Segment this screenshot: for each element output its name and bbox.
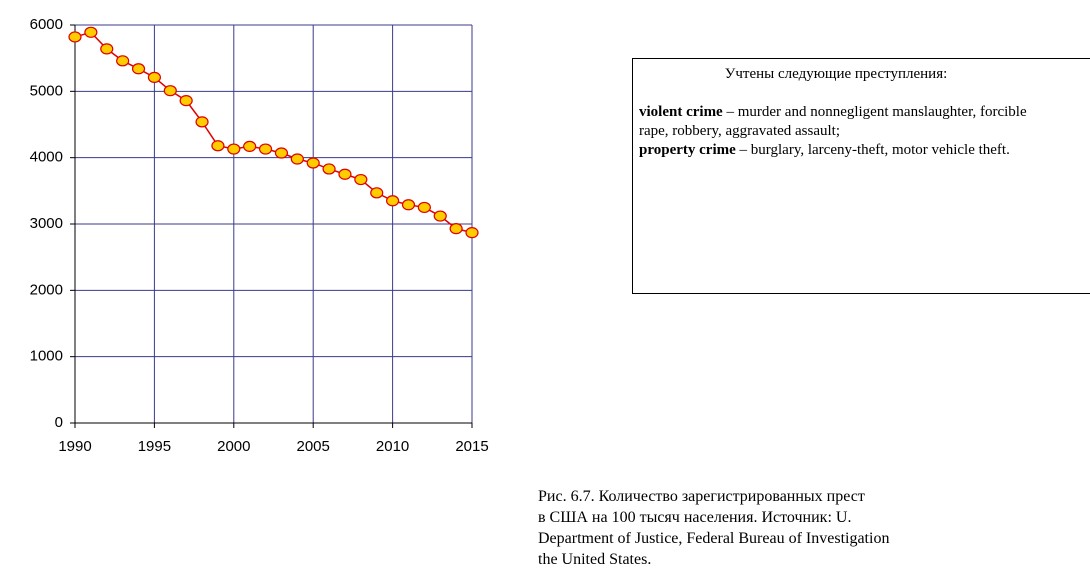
marker <box>227 143 241 155</box>
term: property crime <box>639 142 736 158</box>
marker <box>179 95 193 107</box>
y-tick-label: 1000 <box>30 348 63 365</box>
box-item: property crime – burglary, larceny-theft… <box>639 141 1049 160</box>
text-box: Учтены следующие преступления: violent c… <box>632 58 1090 294</box>
x-tick-label: 2005 <box>297 438 330 455</box>
marker <box>258 143 273 155</box>
marker <box>306 157 320 169</box>
marker <box>163 85 177 97</box>
marker <box>147 71 161 84</box>
marker <box>465 227 479 239</box>
marker <box>354 173 368 186</box>
marker <box>370 187 384 199</box>
marker <box>131 63 146 75</box>
definition: – burglary, larceny-theft, motor vehicle… <box>735 142 1010 158</box>
term: violent crime <box>639 104 723 120</box>
chart: 0 1000 2000 3000 4000 5000 6000 1990 1995 2000 200… <box>30 16 489 455</box>
marker <box>100 43 114 55</box>
marker <box>84 26 98 38</box>
definition: – murder and nonnegligent manslaughter, … <box>639 104 1027 139</box>
box-item: violent crime – murder and nonnegligent … <box>639 103 1049 141</box>
y-tick-label: 0 <box>55 414 63 431</box>
marker <box>338 168 352 180</box>
marker <box>195 116 209 128</box>
marker <box>274 147 289 159</box>
x-tick-label: 1995 <box>138 438 171 455</box>
marker <box>433 210 447 222</box>
y-tick-label: 4000 <box>30 149 63 166</box>
box-heading: Учтены следующие преступления: <box>724 66 948 82</box>
x-tick-label: 1990 <box>58 438 91 455</box>
marker <box>116 55 130 67</box>
x-tick-label: 2015 <box>455 438 488 455</box>
caption-line: в США на 100 тысяч населения. Источник: … <box>538 509 852 526</box>
y-tick-label: 5000 <box>30 82 63 99</box>
marker <box>322 163 336 175</box>
y-tick-label: 6000 <box>30 16 63 33</box>
page: {"chart_data": {"type": "line", "x": [19… <box>29 15 1090 568</box>
marker <box>68 31 82 43</box>
marker <box>211 140 225 152</box>
y-tick-label: 3000 <box>30 215 63 232</box>
caption-line: the United States. <box>538 551 652 568</box>
marker <box>290 153 304 165</box>
caption-line: Рис. 6.7. Количество зарегистрированных … <box>538 488 865 505</box>
y-tick-label: 2000 <box>30 281 63 298</box>
x-tick-label: 2010 <box>376 438 409 455</box>
caption: Рис. 6.7. Количество зарегистрированных … <box>538 486 889 570</box>
marker <box>243 140 257 152</box>
marker <box>386 195 400 207</box>
marker <box>401 199 416 211</box>
marker <box>449 223 463 235</box>
x-tick-label: 2000 <box>217 438 250 455</box>
marker <box>417 201 431 214</box>
caption-line: Department of Justice, Federal Bureau of… <box>538 530 890 547</box>
